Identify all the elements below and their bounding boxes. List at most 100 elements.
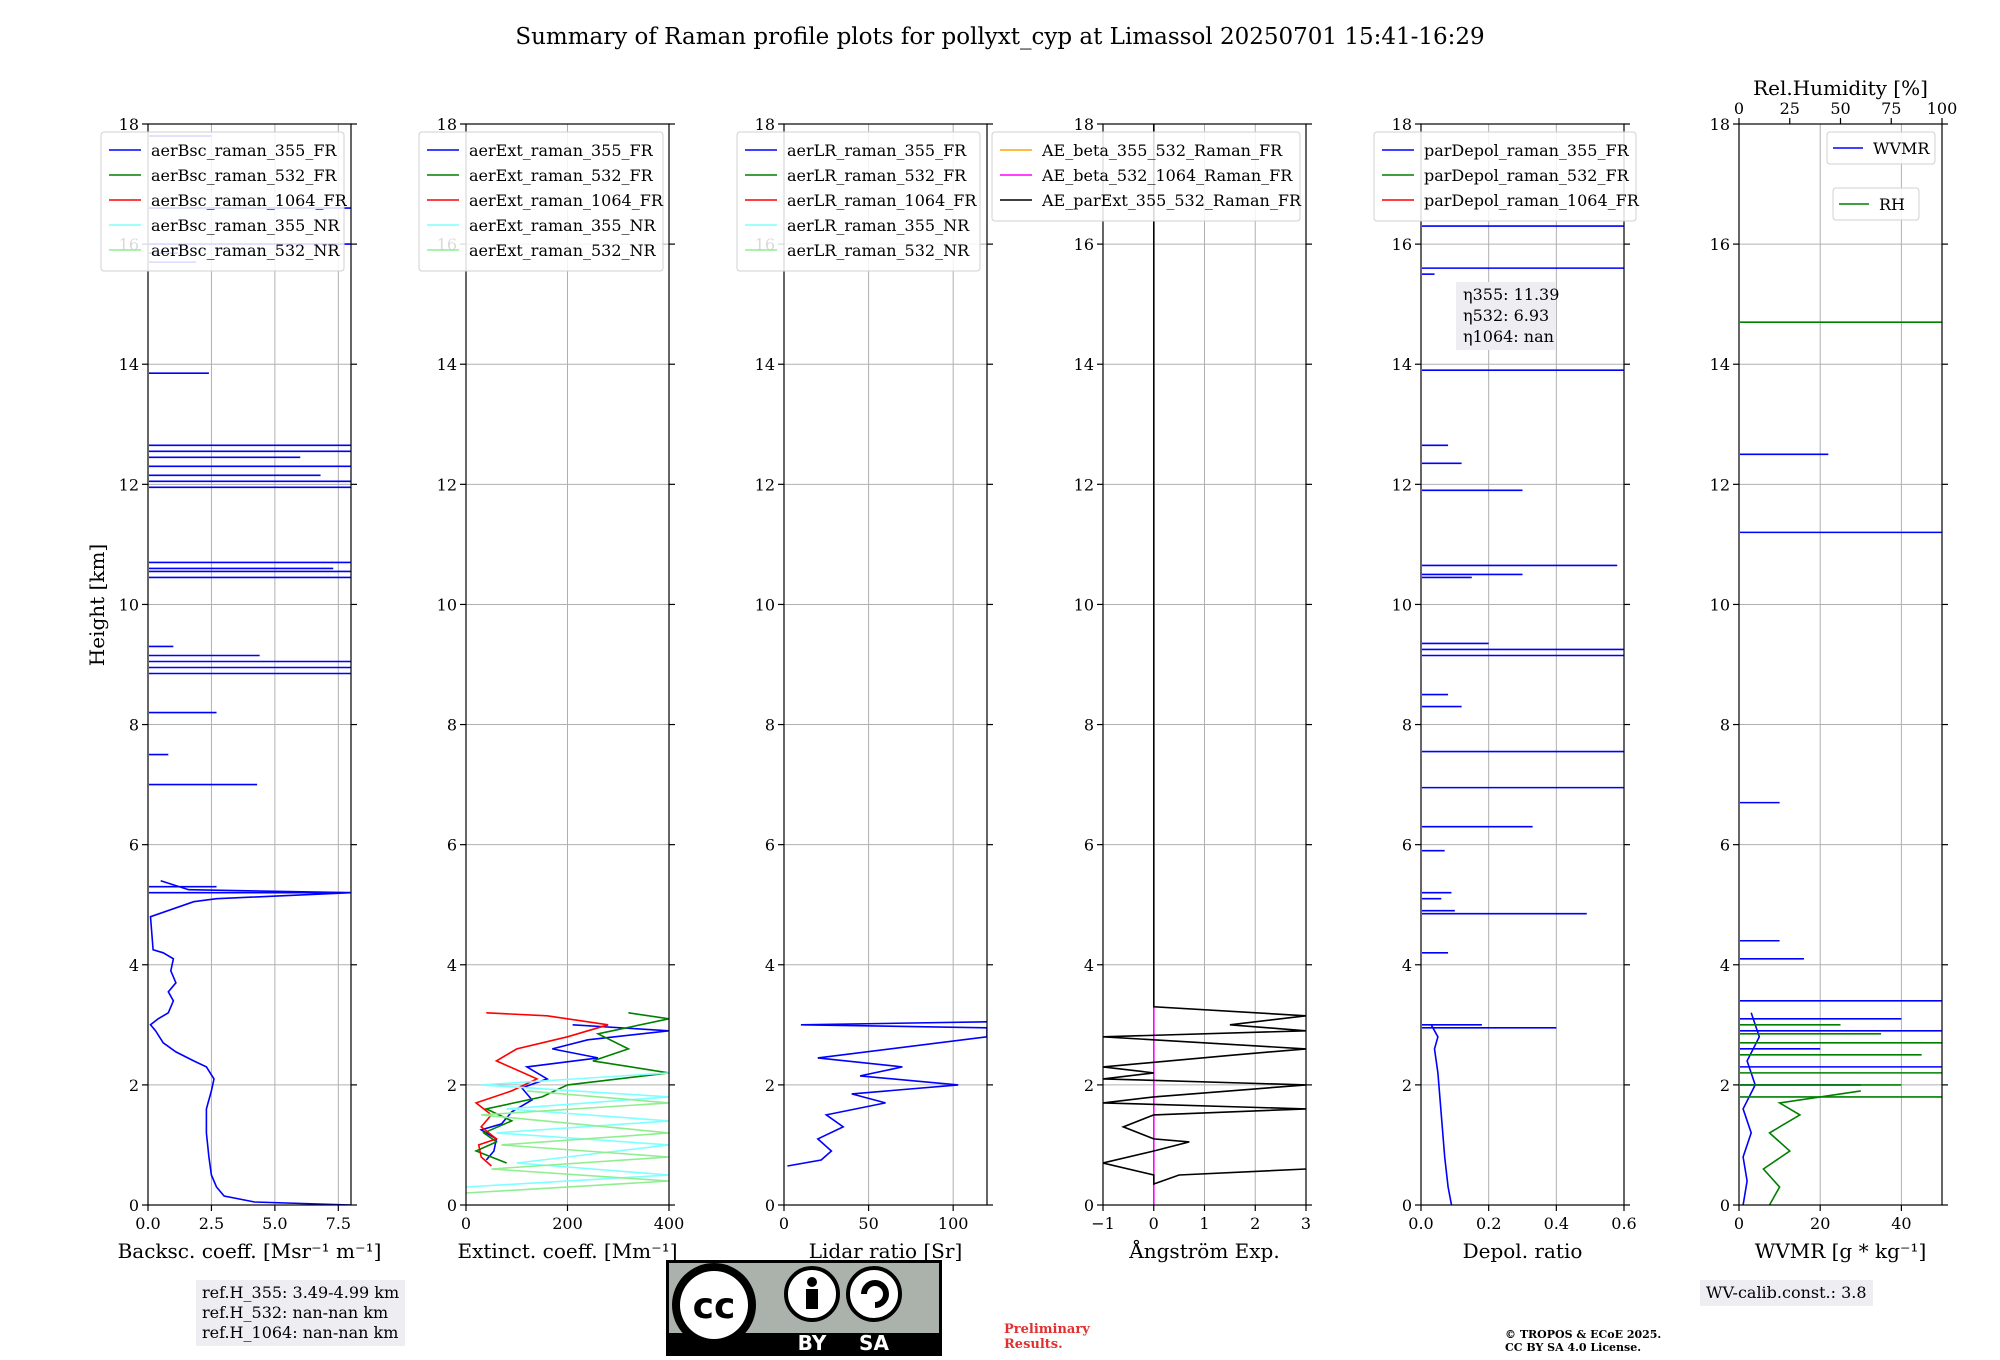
- legend-wvmr-0: WVMR: [1826, 131, 1936, 165]
- legend-label-extinction-2: aerExt_raman_1064_FR: [469, 191, 664, 210]
- x-axis-label-angstrom: Ångström Exp.: [1128, 1238, 1279, 1263]
- ytick-label-backscatter-1: 2: [129, 1076, 139, 1095]
- sa-label: SA: [859, 1331, 889, 1355]
- ytick-label-backscatter-5: 10: [119, 595, 139, 614]
- top-xtick-label-1: 25: [1780, 99, 1800, 118]
- ytick-label-wvmr-1: 2: [1720, 1076, 1730, 1095]
- ytick-label-angstrom-6: 12: [1074, 475, 1094, 494]
- plot-area-lidar_ratio: [787, 1021, 987, 1167]
- by-person-body-icon: [806, 1289, 818, 1309]
- legend-label-angstrom-2: AE_parExt_355_532_Raman_FR: [1041, 191, 1302, 210]
- top-xtick-label-2: 50: [1830, 99, 1850, 118]
- ytick-label-angstrom-2: 4: [1084, 956, 1094, 975]
- series-line-wvmr-1: [1762, 1090, 1861, 1205]
- xtick-label-wvmr-0: 0: [1734, 1214, 1744, 1233]
- ytick-label-backscatter-9: 18: [119, 115, 139, 134]
- xtick-label-depol-2: 0.4: [1544, 1214, 1569, 1233]
- xtick-label-angstrom-1: 0: [1149, 1214, 1159, 1233]
- legend-angstrom: AE_beta_355_532_Raman_FR AE_beta_532_1064…: [991, 131, 1302, 222]
- legend-label-angstrom-1: AE_beta_532_1064_Raman_FR: [1041, 166, 1293, 185]
- legend-label-backscatter-2: aerBsc_raman_1064_FR: [151, 191, 348, 210]
- ref-line-532: ref.H_532: nan-nan km: [202, 1303, 389, 1322]
- ytick-label-extinction-0: 0: [447, 1196, 457, 1215]
- ytick-label-lidar_ratio-5: 10: [755, 595, 775, 614]
- top-xtick-label-4: 100: [1927, 99, 1958, 118]
- legend-label-backscatter-4: aerBsc_raman_532_NR: [151, 241, 340, 260]
- ytick-label-extinction-4: 8: [447, 716, 457, 735]
- ytick-label-lidar_ratio-7: 14: [755, 355, 775, 374]
- ytick-label-wvmr-0: 0: [1720, 1196, 1730, 1215]
- top-xtick-label-0: 0: [1734, 99, 1744, 118]
- series-line-extinction-2: [474, 1012, 609, 1167]
- xtick-label-backscatter-1: 2.5: [199, 1214, 224, 1233]
- legend-label-backscatter-0: aerBsc_raman_355_FR: [151, 141, 337, 160]
- xtick-label-depol-1: 0.2: [1476, 1214, 1501, 1233]
- xtick-label-depol-3: 0.6: [1611, 1214, 1636, 1233]
- axes-frame-lidar_ratio: [783, 123, 988, 1206]
- axes-frame-depol: [1420, 123, 1625, 1206]
- ytick-label-wvmr-4: 8: [1720, 716, 1730, 735]
- legend-depol: parDepol_raman_355_FR parDepol_raman_532_…: [1373, 131, 1640, 222]
- y-axis-label: Height [km]: [85, 544, 109, 666]
- xtick-label-backscatter-3: 7.5: [326, 1214, 351, 1233]
- series-line-wvmr-0: [1742, 1012, 1761, 1205]
- legend-label-depol-0: parDepol_raman_355_FR: [1424, 141, 1630, 160]
- x-axis-label-extinction: Extinct. coeff. [Mm⁻¹]: [457, 1239, 677, 1263]
- legend-label-lidar_ratio-0: aerLR_raman_355_FR: [787, 141, 967, 160]
- xtick-label-angstrom-4: 3: [1301, 1214, 1311, 1233]
- legend-backscatter: aerBsc_raman_355_FR aerBsc_raman_532_FRae…: [100, 131, 348, 272]
- series-line-extinction-3: [466, 1072, 669, 1188]
- cc-circle-icon: [680, 1271, 748, 1339]
- ytick-label-depol-5: 10: [1392, 595, 1412, 614]
- xtick-label-depol-0: 0.0: [1408, 1214, 1433, 1233]
- eta-annotation: η355: 11.39 η532: 6.93 η1064: nan: [1456, 282, 1559, 350]
- legend-label-wvmr-0: WVMR: [1873, 139, 1930, 158]
- plot-area-backscatter: [149, 135, 351, 1205]
- ytick-label-depol-7: 14: [1392, 355, 1412, 374]
- legend-box-backscatter: [100, 131, 345, 272]
- legend-extinction: aerExt_raman_355_FR aerExt_raman_532_FRae…: [418, 131, 664, 272]
- xtick-label-lidar_ratio-2: 100: [938, 1214, 969, 1233]
- plot-area-angstrom: [1103, 124, 1306, 1205]
- ytick-label-lidar_ratio-3: 6: [765, 836, 775, 855]
- ytick-label-backscatter-0: 0: [129, 1196, 139, 1215]
- series-line-extinction-4: [466, 1090, 669, 1194]
- xtick-label-lidar_ratio-1: 50: [858, 1214, 878, 1233]
- panel-extinction: 0246810121416180200400Extinct. coeff. [M…: [418, 115, 684, 1263]
- panel-depol: 0 2 4 6 8 10 12 14 16 18 0.0 0.2 0.4 0.6 Depol. ratio p…: [1373, 115, 1640, 1263]
- ytick-label-extinction-6: 12: [437, 475, 457, 494]
- ytick-label-lidar_ratio-9: 18: [755, 115, 775, 134]
- panel-lidar_ratio: 024681012141618050100Lidar ratio [Sr]aer…: [736, 115, 993, 1263]
- ytick-label-lidar_ratio-1: 2: [765, 1076, 775, 1095]
- top-x-axis-label: Rel.Humidity [%]: [1753, 76, 1928, 100]
- ytick-label-wvmr-5: 10: [1710, 595, 1730, 614]
- xtick-label-lidar_ratio-0: 0: [779, 1214, 789, 1233]
- plot-area-extinction: [466, 1012, 669, 1194]
- ytick-label-depol-1: 2: [1402, 1076, 1412, 1095]
- legend-label-backscatter-1: aerBsc_raman_532_FR: [151, 166, 337, 185]
- ytick-label-depol-0: 0: [1402, 1196, 1412, 1215]
- copyright-line-2: CC BY SA 4.0 License.: [1505, 1341, 1642, 1354]
- ytick-label-angstrom-0: 0: [1084, 1196, 1094, 1215]
- legend-box-depol: [1373, 131, 1637, 222]
- legend-label-depol-1: parDepol_raman_532_FR: [1424, 166, 1630, 185]
- x-axis-label-wvmr: WVMR [g * kg⁻¹]: [1755, 1239, 1927, 1263]
- series-line-backscatter-0: [149, 879, 351, 1205]
- ytick-label-lidar_ratio-0: 0: [765, 1196, 775, 1215]
- wv-calib-text: WV-calib.const.: 3.8: [1706, 1283, 1867, 1302]
- legend-lidar_ratio: aerLR_raman_355_FR aerLR_raman_532_FR aerL…: [736, 131, 981, 272]
- cc-logo-text: cc: [693, 1286, 736, 1327]
- ref-line-1064: ref.H_1064: nan-nan km: [202, 1323, 399, 1342]
- x-axis-label-lidar_ratio: Lidar ratio [Sr]: [809, 1239, 963, 1263]
- legend-label-backscatter-3: aerBsc_raman_355_NR: [151, 216, 340, 235]
- ytick-label-wvmr-8: 16: [1710, 235, 1730, 254]
- eta-box: [1456, 282, 1556, 350]
- copyright-note: © TROPOS & ECoE 2025. CC BY SA 4.0 Licen…: [1505, 1328, 1661, 1354]
- ref-line-355: ref.H_355: 3.49-4.99 km: [202, 1283, 400, 1302]
- x-axis-label-backscatter: Backsc. coeff. [Msr⁻¹ m⁻¹]: [118, 1239, 382, 1263]
- figure-title: Summary of Raman profile plots for polly…: [515, 24, 1484, 50]
- plot-area-wvmr: [1740, 321, 1942, 1205]
